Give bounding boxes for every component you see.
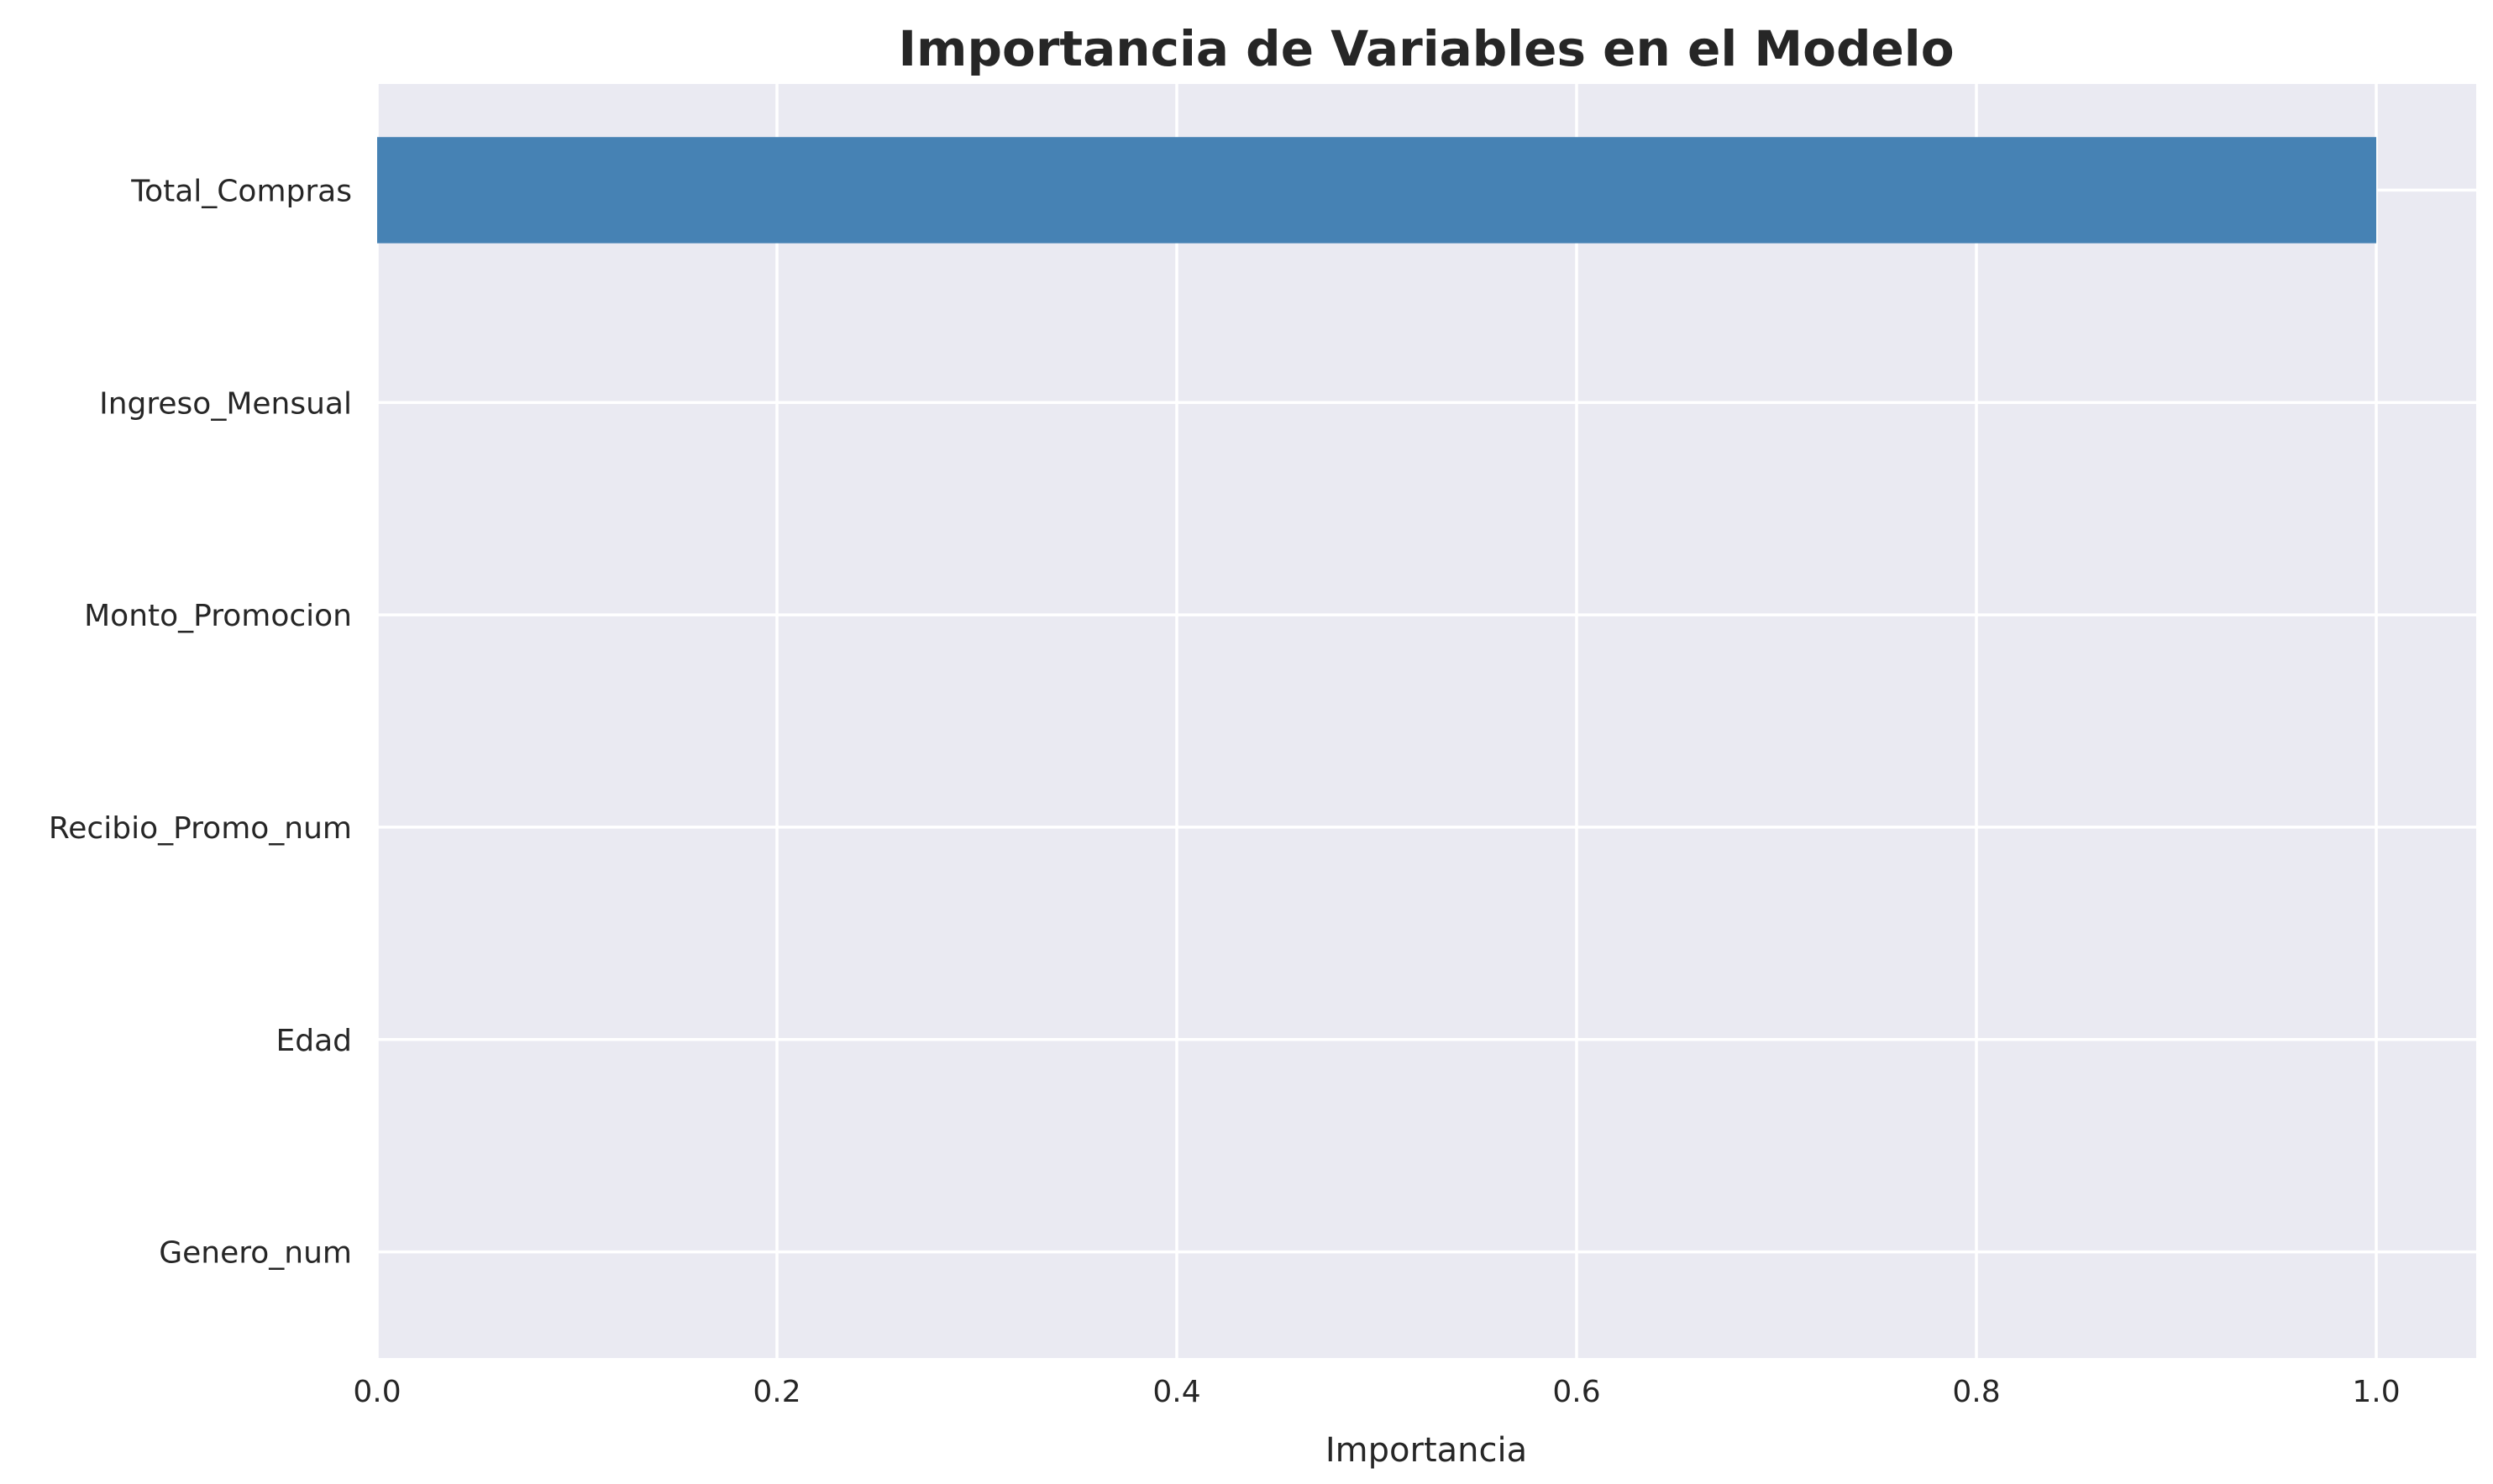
y-tick-label: Monto_Promocion	[84, 599, 352, 633]
x-axis-label: Importancia	[1325, 1431, 1527, 1470]
bar	[377, 137, 2376, 244]
x-gridlines	[375, 84, 2378, 1358]
x-tick-label: 0.2	[753, 1375, 800, 1409]
plot-area	[377, 84, 2476, 1358]
x-tick-label: 1.0	[2352, 1375, 2400, 1409]
x-tick-label: 0.8	[1952, 1375, 2000, 1409]
x-tick-label: 0.6	[1552, 1375, 1600, 1409]
y-tick-label: Genero_num	[159, 1236, 352, 1271]
y-tick-label: Total_Compras	[130, 174, 352, 208]
chart-title: Importancia de Variables en el Modelo	[898, 20, 1954, 77]
x-tick-labels: 0.0 0.2 0.4 0.6 0.8 1.0	[353, 1375, 2400, 1409]
x-tick-label: 0.0	[353, 1375, 401, 1409]
bars	[377, 137, 2376, 244]
x-tick-label: 0.4	[1152, 1375, 1200, 1409]
y-tick-label: Ingreso_Mensual	[99, 386, 352, 421]
y-tick-label: Edad	[276, 1024, 352, 1058]
y-tick-labels: Total_Compras Ingreso_Mensual Monto_Promoc…	[49, 174, 352, 1270]
y-tick-label: Recibio_Promo_num	[49, 811, 352, 846]
